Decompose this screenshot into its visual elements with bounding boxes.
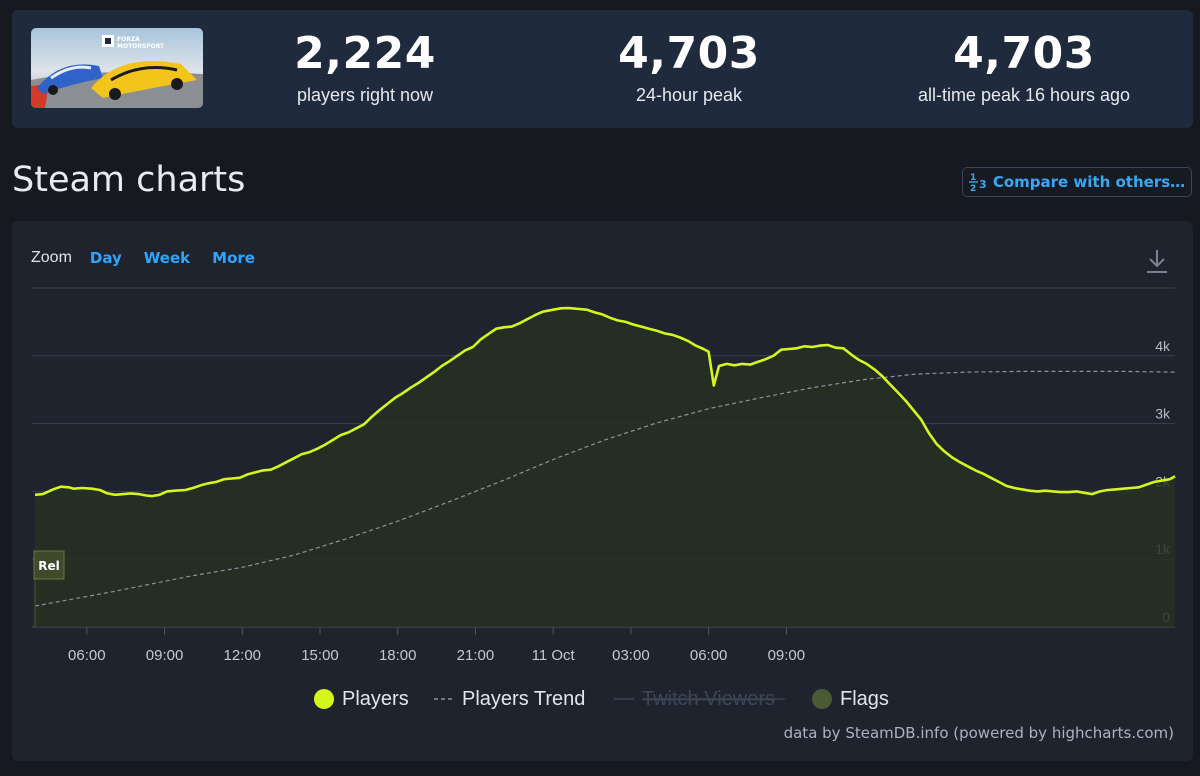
svg-text:1: 1 <box>970 173 976 183</box>
x-tick-label: 09:00 <box>768 647 806 664</box>
page-title: Steam charts <box>12 160 246 200</box>
compare-label: Compare with others… <box>992 173 1186 191</box>
legend-item-flags[interactable]: Flags <box>812 688 889 710</box>
x-tick-label: 12:00 <box>223 647 261 664</box>
legend-symbol <box>812 689 832 709</box>
players-chart[interactable]: 01k2k3k4k06:0009:0012:0015:0018:0021:001… <box>12 221 1193 761</box>
players-line <box>34 306 1176 498</box>
players-area <box>35 308 1175 627</box>
game-capsule-image[interactable]: FORZA MOTORSPORT <box>31 28 203 108</box>
zoom-controls: Zoom Day Week More <box>31 249 277 267</box>
x-tick-label: 09:00 <box>146 647 184 664</box>
svg-text:2: 2 <box>970 184 976 193</box>
legend-label: Players Trend <box>462 688 585 710</box>
zoom-more-button[interactable]: More <box>212 249 255 267</box>
legend-label: Flags <box>840 688 889 710</box>
stat-label: players right now <box>296 85 434 105</box>
stat-24h-peak: 4,703 24-hour peak <box>549 28 829 106</box>
stat-value: 4,703 <box>953 28 1095 79</box>
compare-with-others-button[interactable]: 1 2 3 Compare with others… <box>962 167 1192 197</box>
legend-item-players[interactable]: Players <box>314 688 409 710</box>
x-tick-label: 06:00 <box>690 647 728 664</box>
stat-current-players: 2,224 players right now <box>225 28 505 106</box>
legend-symbol <box>314 689 334 709</box>
stat-value: 2,224 <box>294 28 436 79</box>
legend-item-players-trend[interactable]: Players Trend <box>434 688 585 710</box>
stat-label: 24-hour peak <box>635 85 743 105</box>
legend-item-twitch-viewers[interactable]: Twitch Viewers <box>614 688 785 710</box>
stats-bar: FORZA MOTORSPORT 2,224 players right now… <box>12 10 1193 128</box>
y-tick-label: 3k <box>1155 406 1171 422</box>
x-tick-label: 06:00 <box>68 647 106 664</box>
download-button[interactable] <box>1144 247 1170 275</box>
x-tick-label: 21:00 <box>457 647 495 664</box>
x-tick-label: 15:00 <box>301 647 339 664</box>
stat-all-time-peak: 4,703 all-time peak 16 hours ago <box>874 28 1174 106</box>
download-icon <box>1147 250 1167 273</box>
chart-panel: Zoom Day Week More 01k2k3k4k06:0009:0012… <box>12 221 1193 761</box>
y-tick-label: 4k <box>1155 338 1171 354</box>
x-tick-label: 03:00 <box>612 647 650 664</box>
x-tick-label: 18:00 <box>379 647 417 664</box>
zoom-week-button[interactable]: Week <box>143 249 191 267</box>
players-trend-line <box>34 370 1176 607</box>
stat-label: all-time peak 16 hours ago <box>917 85 1131 105</box>
zoom-day-button[interactable]: Day <box>89 249 122 267</box>
svg-text:3: 3 <box>979 178 987 191</box>
fraction-icon: 1 2 3 <box>968 173 987 193</box>
stat-value: 4,703 <box>618 28 760 79</box>
logo-product-text: MOTORSPORT <box>117 43 165 50</box>
logo-brand-text: FORZA <box>117 36 140 43</box>
zoom-label: Zoom <box>31 249 72 266</box>
chart-credit: data by SteamDB.info (powered by highcha… <box>783 724 1174 742</box>
flag-label: Rel <box>38 559 60 573</box>
x-tick-label: 11 Oct <box>532 647 576 664</box>
flag-marker <box>33 550 65 580</box>
race-cars-artwork: FORZA MOTORSPORT <box>31 28 203 108</box>
legend-label: Players <box>342 688 409 710</box>
